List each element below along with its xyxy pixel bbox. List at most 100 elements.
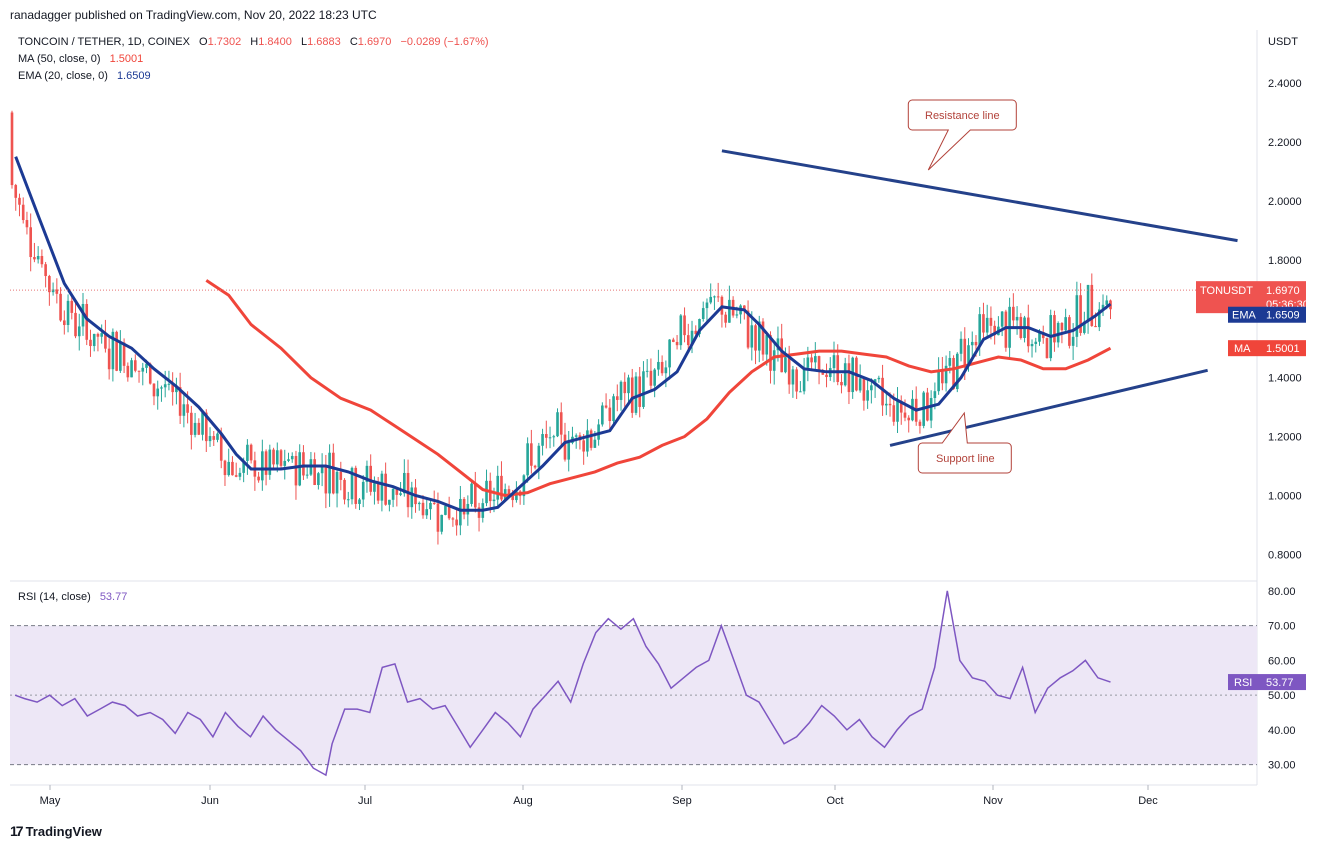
- candle-body: [287, 459, 290, 461]
- candle-body: [36, 256, 40, 260]
- candle-body: [231, 461, 234, 476]
- rsi-tick-label: 30.00: [1268, 760, 1296, 772]
- candle-body: [970, 341, 974, 346]
- candle-body: [40, 256, 44, 265]
- ema-tag-bg: [1228, 306, 1306, 323]
- candle-body: [496, 475, 500, 500]
- candle-body: [257, 476, 260, 481]
- candle-body: [619, 381, 623, 400]
- ma-legend-label: MA (50, close, 0): [18, 53, 101, 65]
- candle-body: [238, 472, 242, 477]
- candle-body: [769, 335, 772, 371]
- candle-body: [406, 472, 410, 508]
- candle-body: [186, 404, 189, 413]
- candle-body: [597, 424, 600, 440]
- candle-body: [627, 377, 630, 394]
- chart-legend-line1: TONCOIN / TETHER, 1D, COINEX O1.7302 H1.…: [18, 36, 489, 48]
- candle-body: [328, 452, 331, 494]
- candle-body: [1034, 341, 1038, 344]
- candle-body: [817, 356, 821, 371]
- candle-body: [92, 333, 96, 347]
- candle-body: [866, 390, 869, 401]
- tradingview-logo-icon: 17: [10, 823, 24, 839]
- candle-body: [787, 357, 791, 385]
- candle-body: [77, 326, 81, 337]
- candle-body: [122, 342, 126, 366]
- candle-body: [44, 264, 47, 277]
- candle-body: [832, 355, 836, 369]
- candle-body: [877, 377, 881, 380]
- candle-body: [1060, 322, 1064, 331]
- candle-body: [698, 319, 701, 335]
- candle-body: [339, 471, 343, 480]
- candle-body: [148, 363, 152, 384]
- candle-body: [137, 370, 141, 372]
- candle-body: [537, 445, 541, 468]
- candle-body: [1056, 322, 1060, 343]
- candle-body: [1026, 317, 1030, 347]
- candle-body: [885, 403, 888, 406]
- candle-body: [1038, 331, 1041, 342]
- candle-body: [66, 300, 70, 326]
- candle-body: [634, 376, 638, 413]
- candle-body: [145, 363, 148, 368]
- candle-body: [107, 348, 111, 370]
- candle-body: [208, 436, 212, 442]
- candle-body: [365, 465, 369, 482]
- candle-body: [29, 227, 32, 258]
- candle-body: [182, 404, 186, 416]
- candle-body: [160, 387, 163, 389]
- rsi-tick-label: 50.00: [1268, 690, 1296, 702]
- candle-body: [567, 442, 571, 460]
- candle-body: [163, 384, 167, 388]
- candle-body: [115, 331, 118, 371]
- candle-body: [840, 381, 843, 386]
- candle-body: [33, 257, 36, 260]
- support-callout-shape: [917, 411, 1012, 474]
- candle-body: [451, 518, 455, 520]
- time-tick-label: Nov: [983, 795, 1003, 807]
- candle-body: [25, 220, 29, 228]
- candle-body: [530, 443, 533, 466]
- candle-body: [167, 383, 171, 385]
- candle-body: [761, 321, 765, 355]
- ema-tag-label: EMA: [1232, 310, 1257, 322]
- candle-body: [1083, 321, 1086, 333]
- candle-body: [556, 412, 559, 437]
- rsi-tick-label: 80.00: [1268, 586, 1296, 598]
- candle-body: [686, 335, 690, 346]
- candle-body: [709, 296, 713, 303]
- candle-body: [544, 434, 548, 438]
- candle-body: [369, 465, 372, 492]
- tradingview-logo[interactable]: 17 TradingView: [10, 823, 102, 839]
- candle-body: [941, 371, 944, 384]
- candle-body: [388, 499, 391, 505]
- candle-body: [429, 502, 432, 510]
- candle-body: [1079, 295, 1082, 333]
- candle-body: [313, 459, 316, 485]
- candle-body: [541, 434, 544, 446]
- candle-body: [1064, 317, 1067, 331]
- ma-price-tag: MA 1.5001: [1228, 340, 1306, 357]
- main-legend: TONCOIN / TETHER, 1D, COINEX O1.7302 H1.…: [18, 36, 489, 82]
- price-tick-label: 1.0000: [1268, 491, 1302, 503]
- candle-body: [690, 330, 694, 346]
- candle-body: [892, 405, 896, 422]
- candle-body: [593, 439, 597, 448]
- candle-body: [750, 325, 754, 348]
- candle-body: [212, 436, 216, 440]
- candle-body: [350, 467, 354, 500]
- resistance-label: Resistance line: [925, 110, 1000, 122]
- candle-body: [51, 289, 55, 293]
- candle-body: [559, 412, 563, 435]
- candle-body: [664, 367, 668, 374]
- rsi-tick-label: 40.00: [1268, 725, 1296, 737]
- candle-body: [563, 434, 567, 460]
- candle-body: [743, 305, 746, 311]
- candle-body: [89, 339, 92, 347]
- candle-body: [335, 471, 339, 494]
- candle-body: [825, 374, 828, 378]
- rsi-tick-label: 70.00: [1268, 621, 1296, 633]
- candle-body: [1101, 304, 1105, 310]
- candle-body: [354, 467, 358, 504]
